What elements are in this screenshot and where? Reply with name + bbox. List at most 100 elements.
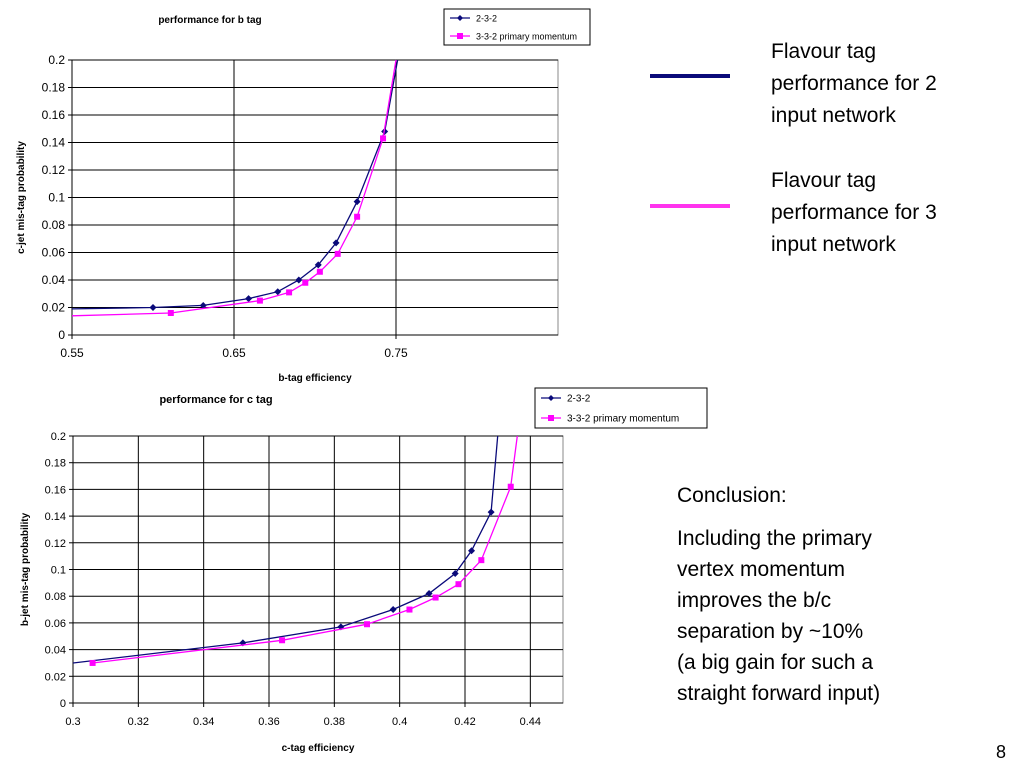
chart-legend: 2-3-2 3-3-2 primary momentum	[534, 387, 708, 429]
legend-label: 3-3-2 primary momentum	[567, 414, 679, 425]
legend-label: 3-3-2 primary momentum	[476, 32, 577, 42]
y-tick-label: 0.14	[45, 511, 66, 523]
x-axis-label: b-tag efficiency	[278, 373, 352, 384]
data-point-diamond	[487, 508, 495, 516]
legend-line-2-input	[650, 74, 730, 78]
chart-title: performance for c tag	[159, 394, 272, 406]
y-tick-label: 0.12	[45, 538, 66, 550]
legend-marker-diamond	[548, 395, 554, 401]
legend-marker-square	[548, 415, 554, 421]
y-tick-label: 0.1	[51, 565, 66, 577]
chart-b-tag: 0 0.02 0.04 0.06 0.08 0.1 0.12 0.14 0.16 0.18 0.2 0…	[16, 8, 591, 384]
y-axis-label: b-jet mis-tag probability	[20, 512, 31, 626]
data-point-diamond	[425, 590, 433, 598]
x-tick-label: 0.75	[384, 346, 408, 360]
data-point-square	[316, 268, 323, 275]
conclusion-line: (a big gain for such a	[677, 651, 874, 674]
data-point-diamond	[332, 239, 340, 247]
conclusion-line: vertex momentum	[677, 558, 846, 581]
legend-marker-square	[457, 33, 463, 39]
y-tick-label: 0	[60, 698, 66, 710]
y-tick-label: 0.04	[42, 273, 66, 287]
side-legend-2-input: Flavour tag performance for 2 input netw…	[771, 36, 937, 132]
x-tick-label: 0.36	[258, 716, 279, 728]
y-tick-label: 0.16	[45, 484, 66, 496]
y-tick-label: 0.18	[42, 81, 66, 95]
data-point-square	[334, 250, 341, 257]
y-axis-label: c-jet mis-tag probability	[16, 141, 27, 254]
data-point-square	[256, 297, 263, 304]
legend-box	[443, 8, 591, 46]
conclusion-heading: Conclusion:	[677, 484, 787, 507]
side-legend-line: performance for 3	[771, 201, 937, 224]
data-point-square	[432, 594, 439, 601]
side-legend-line: performance for 2	[771, 72, 937, 95]
side-legend-line: Flavour tag	[771, 40, 877, 63]
data-point-square	[167, 310, 174, 316]
data-point-square	[89, 659, 96, 666]
y-tick-label: 0.14	[42, 136, 66, 150]
data-point-diamond	[274, 288, 282, 296]
side-legend-line: Flavour tag	[771, 169, 877, 192]
legend-marker-diamond	[457, 15, 463, 21]
y-tick-label: 0.02	[45, 671, 66, 683]
x-tick-label: 0.34	[193, 716, 214, 728]
side-legend-line: input network	[771, 104, 896, 127]
conclusion-line: separation by ~10%	[677, 620, 864, 643]
side-legend-3-input: Flavour tag performance for 3 input netw…	[771, 165, 937, 261]
data-point-diamond	[295, 276, 303, 284]
data-point-diamond	[199, 301, 207, 309]
y-tick-label: 0.2	[48, 53, 65, 67]
side-legend-line: input network	[771, 233, 896, 256]
y-tick-label: 0	[58, 328, 65, 342]
series-line-3-3-2	[72, 59, 397, 317]
y-tick-label: 0.16	[42, 108, 66, 122]
y-tick-label: 0.08	[45, 591, 66, 603]
data-point-diamond	[245, 295, 253, 303]
data-point-diamond	[468, 547, 476, 555]
y-tick-label: 0.04	[45, 645, 66, 657]
x-tick-label: 0.42	[454, 716, 475, 728]
data-point-square	[406, 606, 413, 613]
x-tick-label: 0.44	[520, 716, 541, 728]
y-tick-label: 0.02	[42, 301, 66, 315]
data-point-square	[507, 483, 514, 490]
x-tick-label: 0.32	[128, 716, 149, 728]
data-point-square	[354, 213, 361, 220]
data-point-diamond	[149, 304, 157, 311]
data-point-square	[380, 135, 387, 142]
y-tick-label: 0.1	[48, 191, 65, 205]
data-point-square	[279, 637, 286, 644]
y-tick-label: 0.2	[51, 431, 66, 443]
conclusion-line: improves the b/c	[677, 589, 832, 612]
conclusion-line: Including the primary	[677, 527, 872, 550]
chart-title: performance for b tag	[158, 15, 261, 26]
legend-box	[534, 387, 708, 429]
y-tick-label: 0.06	[42, 246, 66, 260]
y-tick-label: 0.06	[45, 618, 66, 630]
x-tick-label: 0.65	[222, 346, 246, 360]
legend-label: 2-3-2	[567, 394, 591, 405]
chart-legend: 2-3-2 3-3-2 primary momentum	[443, 8, 591, 46]
y-tick-label: 0.08	[42, 218, 66, 232]
x-tick-label: 0.55	[60, 346, 84, 360]
data-point-square	[302, 279, 309, 286]
legend-label: 2-3-2	[476, 14, 497, 24]
x-axis-label: c-tag efficiency	[282, 743, 355, 754]
data-point-square	[364, 621, 370, 628]
data-point-diamond	[314, 261, 322, 269]
conclusion-text: Conclusion: Including the primary vertex…	[677, 480, 880, 709]
x-tick-label: 0.4	[392, 716, 407, 728]
data-point-diamond	[389, 606, 397, 614]
x-tick-label: 0.3	[65, 716, 80, 728]
chart-c-tag: 0 0.02 0.04 0.06 0.08 0.1 0.12 0.14 0.16 0.18 0.2 0…	[20, 387, 708, 754]
y-tick-label: 0.12	[42, 163, 66, 177]
data-point-square	[455, 581, 462, 588]
conclusion-line: straight forward input)	[677, 682, 881, 705]
data-point-square	[478, 557, 485, 564]
data-point-diamond	[451, 570, 459, 578]
data-point-diamond	[353, 198, 361, 206]
slide-number: 8	[996, 742, 1007, 762]
x-tick-label: 0.38	[324, 716, 345, 728]
